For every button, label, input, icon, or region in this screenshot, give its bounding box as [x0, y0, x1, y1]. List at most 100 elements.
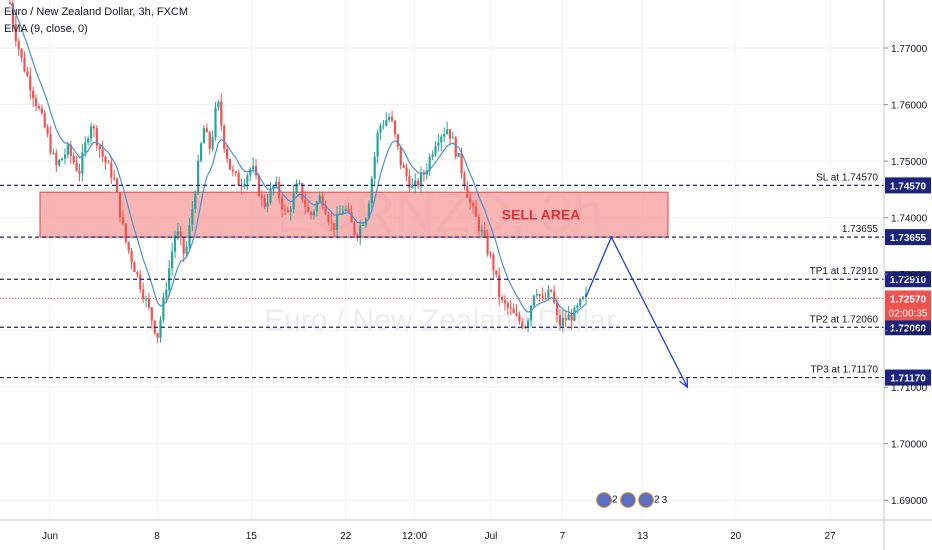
candle-body — [448, 129, 452, 139]
candle-body — [292, 193, 295, 210]
candle-body — [390, 116, 394, 121]
candle-body — [249, 169, 252, 176]
candle-body — [165, 290, 168, 298]
candle-body — [350, 211, 353, 223]
candle-body — [512, 308, 515, 314]
time-axis[interactable]: Jun 8 15 22 12:00 Jul 7 13 20 27 — [42, 531, 836, 542]
candle-body — [550, 289, 553, 292]
price-tick-label: 1.74000 — [891, 214, 928, 225]
candle-body — [483, 230, 486, 236]
candle-body — [333, 223, 336, 230]
candle-body — [217, 101, 220, 108]
event-icons[interactable]: 2 — [596, 492, 637, 508]
price-tick-label: 1.73000 — [891, 270, 928, 281]
candle-body — [341, 211, 344, 214]
candle-body — [472, 203, 475, 207]
candle-body — [84, 142, 87, 153]
candle-body — [414, 180, 417, 186]
candle-body — [419, 172, 423, 186]
candle-body — [26, 71, 29, 76]
candle-body — [237, 173, 240, 186]
candle-body — [29, 75, 32, 91]
candle-body — [260, 195, 263, 198]
candle-body — [500, 296, 504, 301]
candle-body — [477, 217, 481, 231]
candle-body — [353, 222, 356, 235]
candle-body — [356, 234, 359, 237]
candle-body — [156, 333, 159, 338]
ema-line — [9, 2, 587, 315]
candle-body — [144, 298, 148, 300]
candle-body — [553, 291, 556, 303]
price-levels[interactable]: SL at 1.74570 1.74570 1.73655 1.73655 TP1 at… — [0, 172, 931, 386]
candle-body — [89, 126, 93, 139]
level-label: TP1 at 1.72910 — [810, 266, 879, 277]
event-count: 2 — [612, 494, 618, 506]
candle-body — [535, 294, 538, 296]
candle-body — [338, 213, 342, 215]
candle-body — [147, 298, 151, 308]
candle-body — [243, 183, 246, 187]
level-price-tag-text: 1.71170 — [890, 374, 926, 385]
candle-body — [78, 170, 81, 174]
candle-body — [110, 162, 113, 178]
candle-body — [139, 274, 142, 290]
candle-body — [142, 289, 145, 300]
candle-body — [55, 152, 58, 166]
candle-body — [527, 320, 530, 328]
candle-body — [115, 178, 119, 193]
candle-body — [521, 321, 524, 328]
candle-body — [14, 23, 17, 42]
chart-legend: Euro / New Zealand Dollar, 3h, FXCM EMA … — [4, 4, 188, 38]
event-icon[interactable] — [596, 492, 612, 508]
candle-body — [309, 212, 313, 216]
candle-body — [440, 136, 443, 143]
candle-body — [428, 156, 431, 171]
price-tick-label: 1.72000 — [891, 327, 928, 338]
candle-body — [385, 120, 388, 126]
indicator-title: EMA (9, close, 0) — [4, 23, 88, 35]
candle-body — [561, 318, 564, 326]
candle-body — [555, 302, 559, 316]
candle-body — [315, 202, 318, 212]
current-price-text: 1.72570 — [890, 294, 927, 305]
candle-body — [17, 41, 20, 49]
candle-body — [272, 185, 275, 189]
event-icon[interactable] — [638, 492, 654, 508]
candle-body — [445, 129, 449, 134]
candle-body — [182, 237, 185, 254]
candle-body — [312, 211, 316, 216]
level-price-tag-text: 1.72910 — [890, 275, 927, 286]
candle-body — [437, 142, 440, 146]
level-price-tag — [885, 229, 931, 246]
level-price-tag — [885, 319, 931, 336]
candle-body — [37, 105, 41, 109]
candle-body — [228, 158, 232, 170]
candle-body — [532, 295, 535, 306]
candle-body — [388, 116, 391, 121]
event-icon[interactable] — [620, 492, 637, 508]
candle-body — [431, 154, 434, 157]
candle-body — [197, 160, 200, 194]
projection-arrow[interactable] — [585, 235, 689, 389]
candle-body — [23, 57, 26, 72]
candle-body — [474, 206, 478, 218]
candle-body — [489, 254, 492, 256]
candle-body — [457, 153, 460, 157]
candle-body — [113, 177, 116, 179]
candle-body — [321, 195, 324, 206]
candle-body — [399, 146, 402, 166]
candle-body — [434, 145, 437, 155]
candle-body — [130, 250, 133, 263]
candle-body — [307, 206, 310, 213]
candle-body — [170, 251, 174, 269]
candle-body — [95, 128, 98, 146]
candle-body — [104, 156, 107, 163]
level-label: TP2 at 1.72060 — [810, 314, 879, 325]
candle-body — [231, 169, 234, 172]
candle-body — [118, 192, 122, 218]
candle-body — [191, 208, 194, 225]
